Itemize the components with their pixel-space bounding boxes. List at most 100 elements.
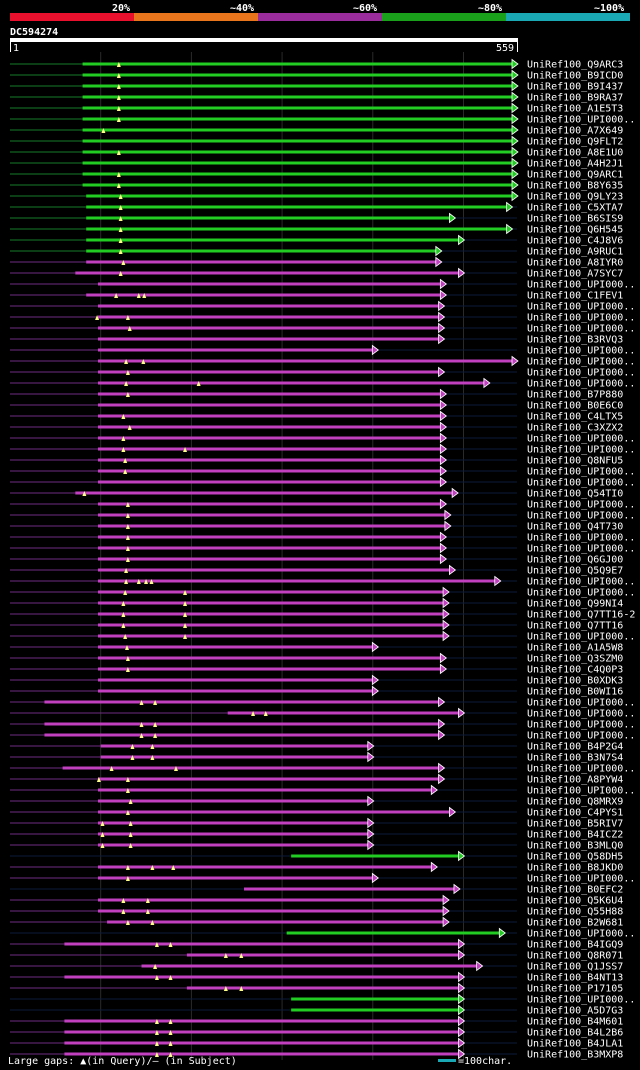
hit-label[interactable]: UniRef100_C4Q0P3 [527,665,623,676]
hit-label[interactable]: UniRef100_B3MLQ0 [527,841,623,852]
hit-label[interactable]: UniRef100_C3XZX2 [527,423,623,434]
hit-label[interactable]: UniRef100_C1FEV1 [527,291,623,302]
hit-label[interactable]: UniRef100_B3MXP8 [527,1050,623,1061]
hit-arrow [442,597,450,609]
hit-label[interactable]: UniRef100_UPI000.. [527,379,635,390]
hit-label[interactable]: UniRef100_UPI000.. [527,302,635,313]
hit-label[interactable]: UniRef100_UPI000.. [527,709,635,720]
hit-label[interactable]: UniRef100_C4LTX5 [527,412,623,423]
query-gap-marker [153,700,158,705]
hit-label[interactable]: UniRef100_UPI000.. [527,280,635,291]
hit-label[interactable]: UniRef100_B9RA37 [527,93,623,104]
query-gap-marker [101,128,106,133]
hit-label[interactable]: UniRef100_UPI000.. [527,929,635,940]
hit-label[interactable]: UniRef100_Q7TT16-2 [527,610,635,621]
hit-label[interactable]: UniRef100_B4NT13 [527,973,623,984]
hit-row: UniRef100_B0E6C0 [10,399,623,412]
hit-label[interactable]: UniRef100_B4L2B6 [527,1028,623,1039]
hit-label[interactable]: UniRef100_B8JKD0 [527,863,623,874]
hit-label[interactable]: UniRef100_A8IYR0 [527,258,623,269]
hit-label[interactable]: UniRef100_Q4T730 [527,522,623,533]
hit-label[interactable]: UniRef100_UPI000.. [527,324,635,335]
hit-label[interactable]: UniRef100_UPI000.. [527,511,635,522]
hit-label[interactable]: UniRef100_UPI000.. [527,720,635,731]
hit-label[interactable]: UniRef100_Q5K6U4 [527,896,623,907]
hit-label[interactable]: UniRef100_UPI000.. [527,445,635,456]
hit-label[interactable]: UniRef100_B4M601 [527,1017,623,1028]
hit-label[interactable]: UniRef100_A8E1U0 [527,148,623,159]
hit-label[interactable]: UniRef100_UPI000.. [527,313,635,324]
hit-label[interactable]: UniRef100_A5D7G3 [527,1006,623,1017]
hit-label[interactable]: UniRef100_C5XTA7 [527,203,623,214]
hit-label[interactable]: UniRef100_Q1JSS7 [527,962,623,973]
hit-label[interactable]: UniRef100_Q9LY23 [527,192,623,203]
hit-label[interactable]: UniRef100_A1E5T3 [527,104,623,115]
hit-label[interactable]: UniRef100_UPI000.. [527,874,635,885]
hit-label[interactable]: UniRef100_B0E6C0 [527,401,623,412]
hit-label[interactable]: UniRef100_Q3SZM0 [527,654,623,665]
hit-label[interactable]: UniRef100_B0EFC2 [527,885,623,896]
hit-label[interactable]: UniRef100_UPI000.. [527,588,635,599]
hit-label[interactable]: UniRef100_UPI000.. [527,632,635,643]
hit-label[interactable]: UniRef100_UPI000.. [527,731,635,742]
hit-label[interactable]: UniRef100_UPI000.. [527,478,635,489]
hit-label[interactable]: UniRef100_UPI000.. [527,544,635,555]
hit-label[interactable]: UniRef100_A7X649 [527,126,623,137]
hit-label[interactable]: UniRef100_Q9FLT2 [527,137,623,148]
hit-label[interactable]: UniRef100_B4JLA1 [527,1039,623,1050]
hit-label[interactable]: UniRef100_B4P2G4 [527,742,623,753]
hit-label[interactable]: UniRef100_UPI000.. [527,467,635,478]
hit-row: UniRef100_A8PYW4 [10,773,623,786]
hit-label[interactable]: UniRef100_Q54TI0 [527,489,623,500]
hit-label[interactable]: UniRef100_UPI000.. [527,764,635,775]
hit-label[interactable]: UniRef100_Q8NFU5 [527,456,623,467]
hit-label[interactable]: UniRef100_Q58DH5 [527,852,623,863]
hit-label[interactable]: UniRef100_Q99NI4 [527,599,623,610]
hit-label[interactable]: UniRef100_Q9ARC3 [527,60,623,71]
hit-label[interactable]: UniRef100_Q9ARC1 [527,170,623,181]
hit-label[interactable]: UniRef100_UPI000.. [527,577,635,588]
hit-label[interactable]: UniRef100_UPI000.. [527,500,635,511]
hit-label[interactable]: UniRef100_UPI000.. [527,115,635,126]
hit-label[interactable]: UniRef100_B3N7S4 [527,753,623,764]
hit-arrow [439,465,448,477]
hit-label[interactable]: UniRef100_UPI000.. [527,786,635,797]
hit-label[interactable]: UniRef100_B8Y635 [527,181,623,192]
hit-label[interactable]: UniRef100_B0XDK3 [527,676,623,687]
hit-label[interactable]: UniRef100_B5RIV7 [527,819,623,830]
hit-label[interactable]: UniRef100_C4PYS1 [527,808,623,819]
hit-label[interactable]: UniRef100_B9ICD0 [527,71,623,82]
hit-label[interactable]: UniRef100_A9RUC1 [527,247,623,258]
hit-label[interactable]: UniRef100_B2W681 [527,918,623,929]
hit-label[interactable]: UniRef100_B3RVQ3 [527,335,623,346]
hit-label[interactable]: UniRef100_UPI000.. [527,698,635,709]
hit-label[interactable]: UniRef100_Q8MRX9 [527,797,623,808]
hit-label[interactable]: UniRef100_Q8R071 [527,951,623,962]
hit-label[interactable]: UniRef100_Q55H88 [527,907,623,918]
hit-label[interactable]: UniRef100_B9I437 [527,82,623,93]
hit-label[interactable]: UniRef100_Q5Q9E7 [527,566,623,577]
hit-label[interactable]: UniRef100_Q6GJ00 [527,555,623,566]
hit-label[interactable]: UniRef100_Q7TT16 [527,621,623,632]
hit-label[interactable]: UniRef100_A4H2J1 [527,159,623,170]
hit-row: UniRef100_A5D7G3 [10,1004,623,1017]
hit-label[interactable]: UniRef100_P17105 [527,984,623,995]
hit-label[interactable]: UniRef100_UPI000.. [527,533,635,544]
hit-label[interactable]: UniRef100_Q6H545 [527,225,623,236]
hit-label[interactable]: UniRef100_A1A5W8 [527,643,623,654]
hit-label[interactable]: UniRef100_C4J8V6 [527,236,623,247]
hit-label[interactable]: UniRef100_UPI000.. [527,368,635,379]
hit-label[interactable]: UniRef100_UPI000.. [527,346,635,357]
hit-label[interactable]: UniRef100_UPI000.. [527,995,635,1006]
hit-label[interactable]: UniRef100_B4ICZ2 [527,830,623,841]
hit-label[interactable]: UniRef100_UPI000.. [527,434,635,445]
query-gap-marker [173,766,178,771]
hit-label[interactable]: UniRef100_B7P880 [527,390,623,401]
hit-label[interactable]: UniRef100_B0WI16 [527,687,623,698]
hit-label[interactable]: UniRef100_A7SYC7 [527,269,623,280]
hit-arrow [438,762,446,774]
hit-label[interactable]: UniRef100_A8PYW4 [527,775,623,786]
hit-label[interactable]: UniRef100_UPI000.. [527,357,635,368]
hit-label[interactable]: UniRef100_B6SIS9 [527,214,623,225]
hit-label[interactable]: UniRef100_B4IGQ9 [527,940,623,951]
